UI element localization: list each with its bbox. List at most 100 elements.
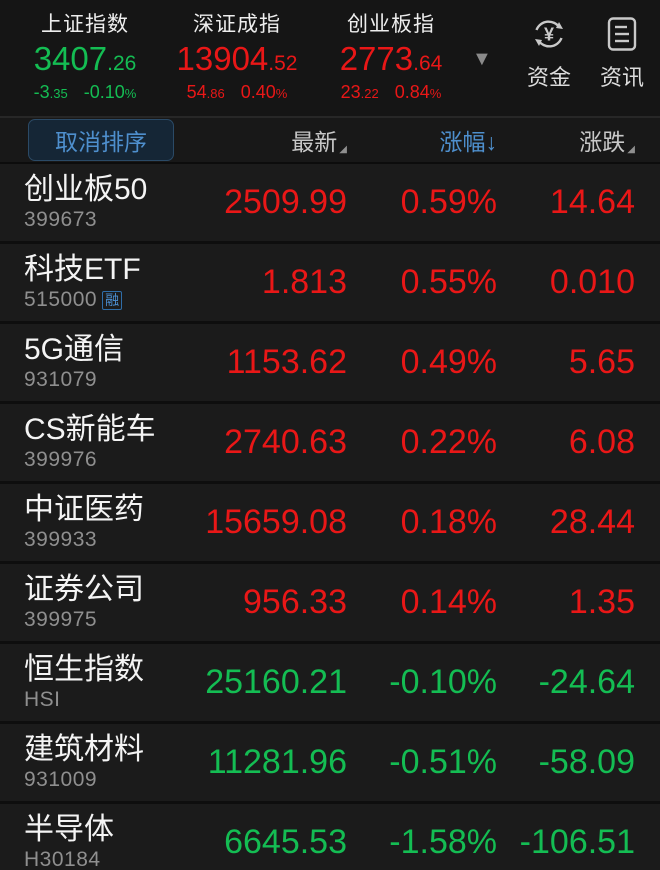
yuan-refresh-icon: ¥	[520, 16, 578, 52]
price-change: 1.35	[568, 583, 635, 621]
security-code-line: 931079	[24, 368, 185, 392]
security-code: 399975	[24, 608, 98, 632]
security-code: 399673	[24, 208, 98, 232]
index-change: -3.35 -0.10%	[33, 81, 137, 102]
index-summary-chinext[interactable]: 创业板指 2773.64 23.22 0.84%	[316, 8, 466, 103]
watchlist-row[interactable]: 5G通信 931079 1153.62 0.49% 5.65	[0, 324, 660, 404]
percent-change: 0.22%	[400, 423, 497, 461]
security-code: 931079	[24, 368, 98, 392]
security-code: 515000	[24, 288, 98, 312]
price-change: 14.64	[549, 183, 635, 221]
latest-price: 11281.96	[207, 743, 347, 781]
latest-price: 6645.53	[224, 823, 347, 861]
index-change: 23.22 0.84%	[340, 81, 442, 102]
security-name: 创业板50	[24, 172, 148, 206]
column-header-latest[interactable]: 最新 ◢	[291, 129, 347, 155]
index-change: 54.86 0.40%	[186, 81, 288, 102]
price-change: 28.44	[549, 503, 635, 541]
security-code: 931009	[24, 768, 98, 792]
sort-caret-icon: ◢	[339, 144, 347, 155]
price-change: -106.51	[519, 823, 635, 861]
security-name-block: 中证医药 399933	[24, 493, 185, 553]
security-name-block: 5G通信 931079	[24, 333, 185, 393]
security-name: 证券公司	[24, 572, 144, 606]
price-change: 0.010	[549, 263, 635, 301]
percent-change: 0.59%	[400, 183, 497, 221]
security-name-block: 半导体 H30184	[24, 813, 185, 870]
index-name: 深证成指	[193, 13, 281, 36]
security-name-block: 建筑材料 931009	[24, 733, 185, 793]
price-change: 6.08	[568, 423, 635, 461]
security-name-block: 证券公司 399975	[24, 573, 185, 633]
security-code-line: 399933	[24, 528, 185, 552]
price-change: -58.09	[538, 743, 635, 781]
news-icon	[593, 16, 651, 52]
watchlist-row[interactable]: 半导体 H30184 6645.53 -1.58% -106.51	[0, 804, 660, 870]
percent-change: 0.49%	[400, 343, 497, 381]
sort-header-bar: 取消排序 最新 ◢ 涨幅↓ 涨跌 ◢	[0, 116, 660, 164]
security-name: 中证医药	[24, 492, 144, 526]
security-code: H30184	[24, 848, 101, 870]
watchlist-row[interactable]: 科技ETF 515000 融 1.813 0.55% 0.010	[0, 244, 660, 324]
index-summary-shanghai[interactable]: 上证指数 3407.26 -3.35 -0.10%	[10, 8, 160, 103]
funds-button[interactable]: ¥ 资金	[520, 16, 578, 92]
watchlist-row[interactable]: CS新能车 399976 2740.63 0.22% 6.08	[0, 404, 660, 484]
latest-price: 15659.08	[205, 503, 347, 541]
security-name-block: 创业板50 399673	[24, 173, 185, 233]
index-name: 上证指数	[41, 13, 129, 36]
market-indices-bar: 上证指数 3407.26 -3.35 -0.10% 深证成指 13904.52 …	[0, 0, 660, 116]
security-name-block: 科技ETF 515000 融	[24, 253, 185, 313]
security-name: 科技ETF	[24, 252, 141, 286]
security-name: 5G通信	[24, 332, 125, 366]
watchlist-row[interactable]: 证券公司 399975 956.33 0.14% 1.35	[0, 564, 660, 644]
security-code: HSI	[24, 688, 61, 712]
latest-price: 956.33	[243, 583, 347, 621]
latest-price: 1.813	[261, 263, 347, 301]
svg-text:¥: ¥	[544, 25, 554, 45]
latest-price: 2509.99	[224, 183, 347, 221]
index-value: 13904.52	[176, 40, 298, 77]
watchlist-row[interactable]: 中证医药 399933 15659.08 0.18% 28.44	[0, 484, 660, 564]
watchlist-row[interactable]: 建筑材料 931009 11281.96 -0.51% -58.09	[0, 724, 660, 804]
security-code-line: H30184	[24, 848, 185, 870]
column-header-change[interactable]: 涨跌 ◢	[579, 129, 635, 155]
security-name: CS新能车	[24, 412, 156, 446]
security-code-line: 399976	[24, 448, 185, 472]
funds-label: 资金	[526, 65, 571, 90]
percent-change: 0.55%	[400, 263, 497, 301]
security-code-line: 399975	[24, 608, 185, 632]
security-code: 399933	[24, 528, 98, 552]
sort-desc-arrow-icon: ↓	[485, 129, 498, 155]
index-value: 3407.26	[33, 40, 137, 77]
security-code-line: HSI	[24, 688, 185, 712]
percent-change: -1.58%	[389, 823, 497, 861]
security-name: 半导体	[24, 812, 114, 846]
security-code-line: 515000 融	[24, 288, 185, 312]
sort-caret-icon: ◢	[627, 144, 635, 155]
column-header-percent-change[interactable]: 涨幅↓	[439, 129, 498, 155]
security-name-block: 恒生指数 HSI	[24, 653, 185, 713]
percent-change: 0.18%	[400, 503, 497, 541]
watchlist-row[interactable]: 创业板50 399673 2509.99 0.59% 14.64	[0, 164, 660, 244]
price-change: -24.64	[538, 663, 635, 701]
price-change: 5.65	[568, 343, 635, 381]
latest-price: 1153.62	[226, 343, 347, 381]
watchlist: 创业板50 399673 2509.99 0.59% 14.64 科技ETF 5…	[0, 164, 660, 870]
news-label: 资讯	[599, 65, 644, 90]
security-code: 399976	[24, 448, 98, 472]
security-code-line: 399673	[24, 208, 185, 232]
security-code-line: 931009	[24, 768, 185, 792]
index-value: 2773.64	[339, 40, 443, 77]
latest-price: 2740.63	[224, 423, 347, 461]
cancel-sort-button[interactable]: 取消排序	[28, 119, 174, 161]
index-name: 创业板指	[347, 13, 435, 36]
chevron-down-icon[interactable]: ▼	[472, 48, 492, 70]
news-button[interactable]: 资讯	[593, 16, 651, 92]
index-summary-shenzhen[interactable]: 深证成指 13904.52 54.86 0.40%	[162, 8, 312, 103]
latest-price: 25160.21	[205, 663, 347, 701]
security-name: 恒生指数	[24, 652, 144, 686]
percent-change: 0.14%	[400, 583, 497, 621]
security-name: 建筑材料	[24, 732, 144, 766]
watchlist-row[interactable]: 恒生指数 HSI 25160.21 -0.10% -24.64	[0, 644, 660, 724]
